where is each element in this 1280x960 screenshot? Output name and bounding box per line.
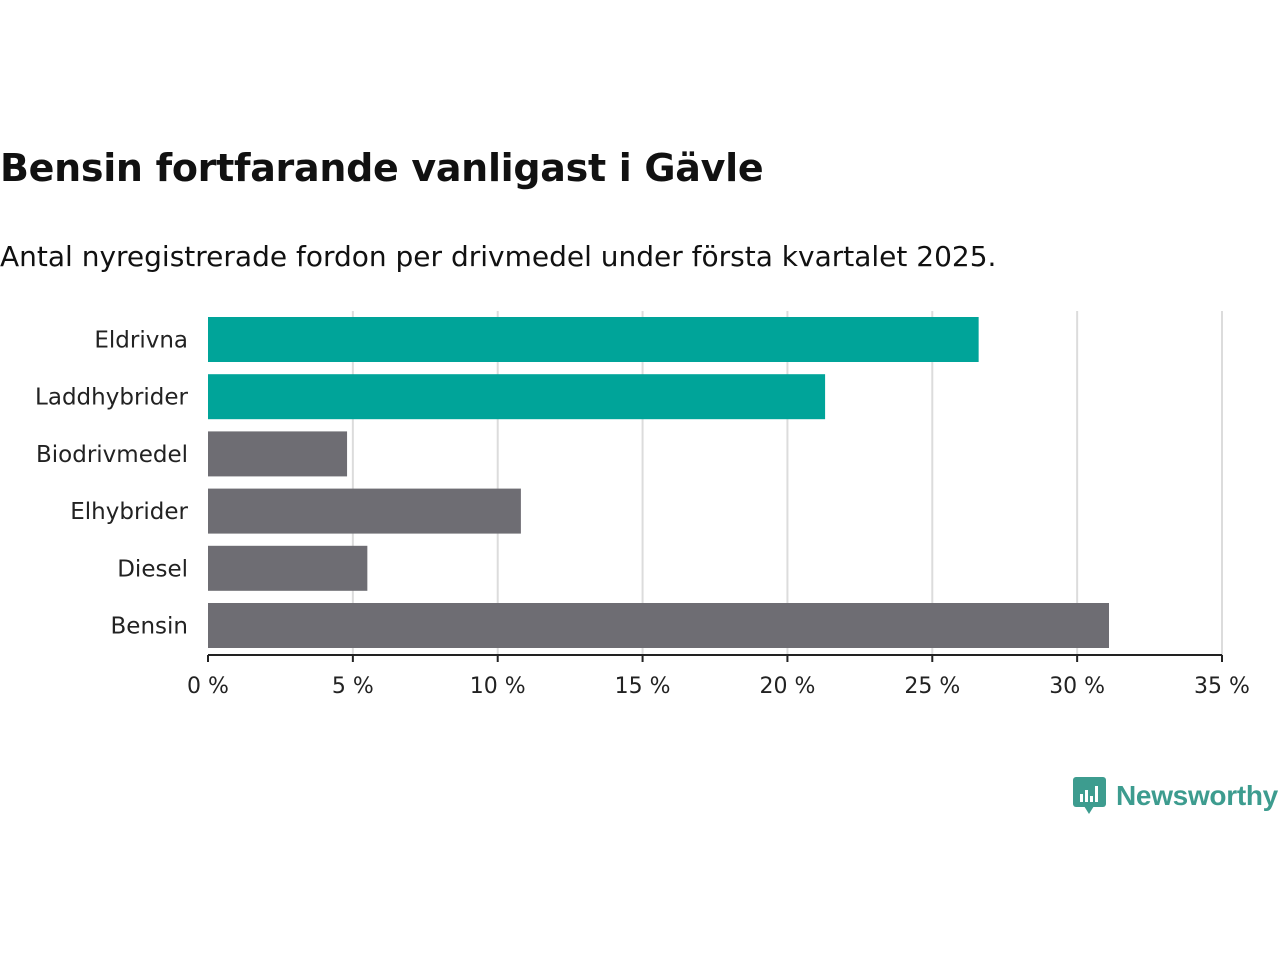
chart-title: Bensin fortfarande vanligast i Gävle — [0, 146, 764, 190]
bar — [208, 488, 521, 534]
x-tick-label: 30 % — [1049, 674, 1105, 699]
bar-chart: Eldrivna Laddhybrider Biodrivmedel Elhybrid… — [35, 311, 1250, 699]
category-label: Bensin — [111, 614, 188, 640]
bar — [208, 374, 826, 420]
x-tick-label: 35 % — [1194, 674, 1250, 699]
x-tick-label: 5 % — [332, 674, 374, 699]
newsworthy-logo: Newsworthy — [1072, 776, 1278, 816]
x-tick-label: 0 % — [187, 674, 229, 699]
logo-text: Newsworthy — [1116, 780, 1278, 811]
x-tick-label: 25 % — [904, 674, 960, 699]
category-label: Diesel — [117, 556, 188, 582]
x-tick-label: 10 % — [470, 674, 526, 699]
newsworthy-logo-icon — [1073, 777, 1106, 814]
category-label: Eldrivna — [94, 328, 188, 354]
x-tick-label: 15 % — [615, 674, 671, 699]
category-label: Laddhybrider — [35, 385, 188, 411]
x-tick-label: 20 % — [759, 674, 815, 699]
bar — [208, 431, 348, 477]
bar — [208, 545, 368, 591]
category-label: Elhybrider — [70, 499, 188, 525]
bar — [208, 603, 1110, 648]
chart-subtitle: Antal nyregistrerade fordon per drivmede… — [0, 240, 997, 273]
category-label: Biodrivmedel — [36, 442, 188, 468]
bar — [208, 317, 979, 362]
